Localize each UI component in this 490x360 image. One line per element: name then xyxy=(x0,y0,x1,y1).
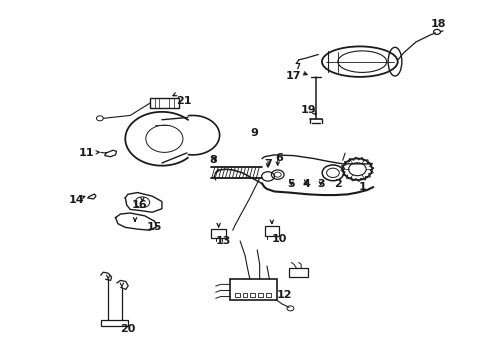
Text: 7: 7 xyxy=(265,159,272,169)
Text: 10: 10 xyxy=(271,234,287,244)
Text: 13: 13 xyxy=(215,236,231,246)
Text: 8: 8 xyxy=(209,155,217,165)
Bar xyxy=(150,98,179,108)
Bar xyxy=(230,279,277,300)
Bar xyxy=(265,226,279,235)
Text: 4: 4 xyxy=(302,179,310,189)
Bar xyxy=(101,320,128,326)
Bar xyxy=(289,268,308,277)
Text: 2: 2 xyxy=(334,179,342,189)
Bar xyxy=(235,293,240,297)
Bar xyxy=(266,293,271,297)
Text: 12: 12 xyxy=(276,290,292,300)
Text: 9: 9 xyxy=(251,129,259,138)
Bar xyxy=(211,229,226,238)
Text: 21: 21 xyxy=(176,96,192,106)
Text: 1: 1 xyxy=(358,182,366,192)
Text: 19: 19 xyxy=(301,105,317,115)
Text: 20: 20 xyxy=(120,324,135,334)
Text: 15: 15 xyxy=(147,222,162,231)
Text: 18: 18 xyxy=(430,19,446,29)
Bar xyxy=(250,293,255,297)
Text: 5: 5 xyxy=(288,179,295,189)
Text: 11: 11 xyxy=(78,148,94,158)
Text: 6: 6 xyxy=(275,153,283,163)
Text: 16: 16 xyxy=(132,200,148,210)
Bar xyxy=(258,293,263,297)
Text: 3: 3 xyxy=(317,179,324,189)
Text: 14: 14 xyxy=(69,195,84,205)
Bar xyxy=(243,293,247,297)
Text: 17: 17 xyxy=(286,71,302,81)
